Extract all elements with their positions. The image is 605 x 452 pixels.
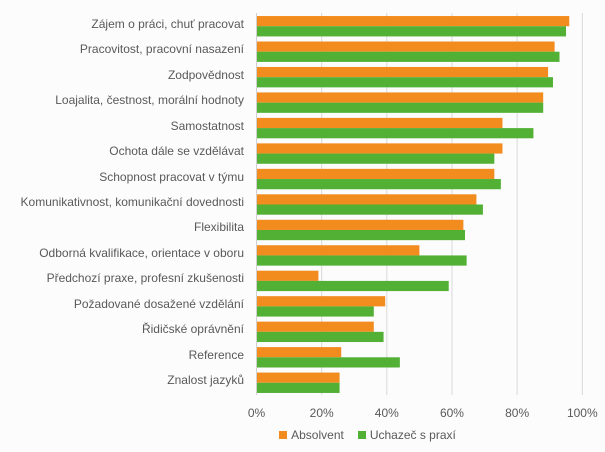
category-label: Ochota dále se vzdělávat <box>109 144 244 159</box>
x-tick-label: 80% <box>505 406 530 420</box>
legend-item-absolvent: Absolvent <box>279 428 344 442</box>
bar-uchazec <box>256 204 483 215</box>
legend-swatch-absolvent <box>279 431 288 439</box>
x-tick-label: 40% <box>374 406 399 420</box>
bar-uchazec <box>256 255 467 266</box>
bars <box>256 16 570 393</box>
bar-absolvent <box>256 16 570 27</box>
bar-absolvent <box>256 143 503 154</box>
bar-uchazec <box>256 306 374 317</box>
bar-uchazec <box>256 382 340 393</box>
bar-uchazec <box>256 26 567 37</box>
category-label: Pracovitost, pracovní nasazení <box>79 42 244 57</box>
bar-uchazec <box>256 128 534 139</box>
category-label: Zájem o práci, chuť pracovat <box>91 16 244 31</box>
bar-uchazec <box>256 357 400 368</box>
bar-absolvent <box>256 372 340 383</box>
bar-absolvent <box>256 245 420 256</box>
category-label: Požadované dosažené vzdělání <box>73 296 244 311</box>
legend-label-absolvent: Absolvent <box>291 428 344 442</box>
category-label: Loajalita, čestnost, morální hodnoty <box>55 93 244 108</box>
bar-absolvent <box>256 66 549 78</box>
x-tick-label: 20% <box>309 406 334 420</box>
category-label: Předchozí praxe, profesní zkušenosti <box>46 271 244 286</box>
category-label: Komunikativnost, komunikační dovednosti <box>20 195 244 209</box>
bar-uchazec <box>256 229 466 241</box>
bar-absolvent <box>256 321 374 332</box>
bar-uchazec <box>256 331 384 343</box>
category-label: Odborná kvalifikace, orientace v oboru <box>39 245 244 260</box>
bar-absolvent <box>256 270 319 281</box>
x-tick-label: 60% <box>439 406 464 420</box>
bar-uchazec <box>256 153 495 164</box>
category-label: Zodpovědnost <box>167 67 244 82</box>
bar-absolvent <box>256 194 477 205</box>
bar-absolvent <box>256 347 342 358</box>
category-label: Schopnost pracovat v týmu <box>99 169 244 184</box>
legend-item-uchazec: Uchazeč s praxí <box>357 428 456 442</box>
category-label: Samostatnost <box>170 118 244 133</box>
bar-uchazec <box>256 51 560 62</box>
x-tick-label: 100% <box>566 406 598 420</box>
bar-uchazec <box>256 280 449 292</box>
legend-label-uchazec: Uchazeč s praxí <box>369 428 456 442</box>
category-label: Znalost jazyků <box>167 373 244 388</box>
legend-swatch-uchazec <box>357 431 366 439</box>
category-label: Flexibilita <box>193 220 244 235</box>
bar-absolvent <box>256 168 495 180</box>
legend: Absolvent Uchazeč s praxí <box>0 428 605 442</box>
bar-absolvent <box>256 296 386 307</box>
bar-absolvent <box>256 92 544 103</box>
category-label: Řidičské oprávnění <box>141 322 244 337</box>
bar-uchazec <box>256 77 553 88</box>
x-tick-label: 0% <box>247 406 266 420</box>
category-label: Reference <box>188 347 244 362</box>
bar-absolvent <box>256 41 555 52</box>
bar-uchazec <box>256 179 501 190</box>
bar-uchazec <box>256 102 544 113</box>
bar-absolvent <box>256 219 464 230</box>
bar-absolvent <box>256 117 503 129</box>
